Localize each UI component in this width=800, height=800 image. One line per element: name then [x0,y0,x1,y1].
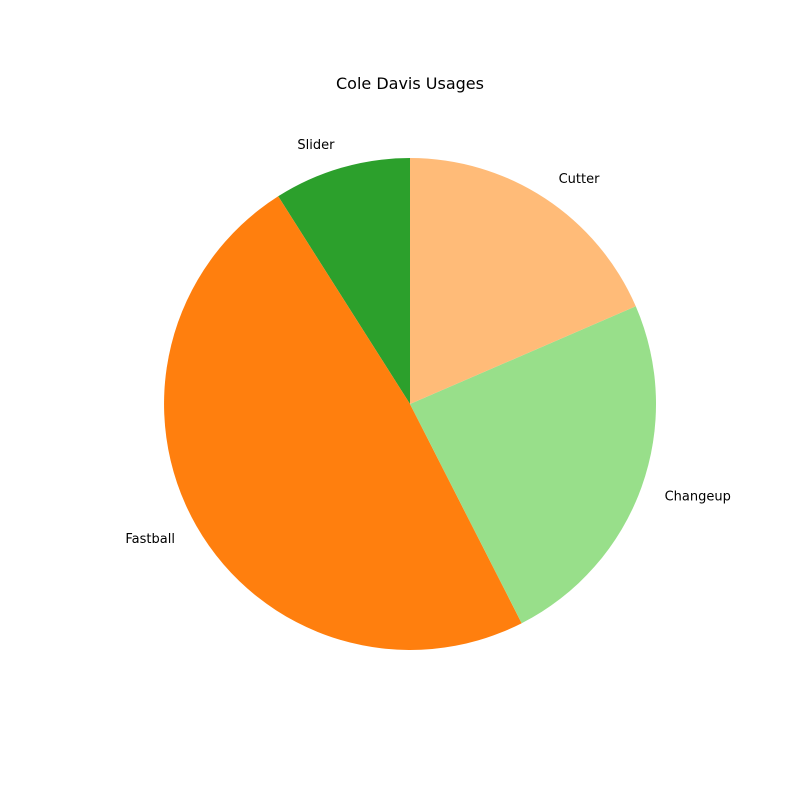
pie-label-changeup: Changeup [665,490,731,505]
chart-title: Cole Davis Usages [336,74,484,93]
pie-slice-fastball [164,196,522,650]
pie-slices [164,158,657,650]
pie-label-slider: Slider [297,138,335,153]
pie-label-fastball: Fastball [125,532,175,547]
pie-slice-cutter [410,158,636,404]
pie-labels: Slider Fastball Changeup Cutter [125,138,730,547]
pie-label-cutter: Cutter [559,172,601,187]
pie-slice-changeup [410,306,657,624]
pie-slice-slider [278,158,410,404]
